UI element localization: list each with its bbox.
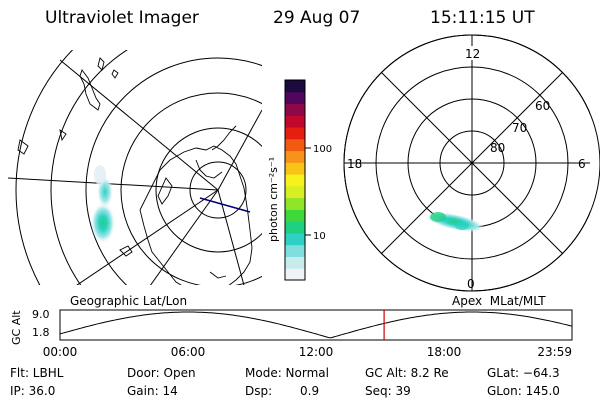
aurora-emission-mlt: [425, 211, 485, 233]
timeline-ytick-bottom: 1.8: [32, 326, 50, 339]
gc-alt-info: GC Alt: 8.2 Re: [365, 366, 449, 380]
colorbar-segment: [285, 80, 305, 93]
mlt-label-0: 0: [467, 277, 475, 291]
colorbar-segment: [285, 150, 305, 163]
timeline-xtick-0000: 00:00: [43, 345, 78, 359]
colorbar-segment: [285, 138, 305, 152]
mlt-label-6: 6: [578, 157, 586, 171]
meridian-line: [217, 109, 262, 191]
colorbar-segment: [285, 221, 305, 234]
colorbar-segment: [285, 162, 305, 175]
aurora-emission-geographic: [91, 165, 115, 243]
lat-circle: [85, 57, 262, 285]
colorbar: [285, 80, 305, 281]
colorbar-segment: [285, 103, 305, 116]
lat-circle: [50, 50, 128, 285]
image-time: 15:11:15 UT: [430, 8, 535, 28]
door-info: Door: Open: [127, 366, 196, 380]
glat-info: GLat: −64.3: [487, 366, 560, 380]
mlat-mlt-polar-plot: [343, 34, 600, 292]
mlt-label-18: 18: [347, 157, 362, 171]
colorbar-segment: [285, 91, 305, 105]
lat-label-80: 80: [490, 141, 505, 155]
coastlines: [17, 57, 253, 285]
colorbar-unit-label: photon cm⁻²s⁻¹: [267, 157, 280, 242]
colorbar-segment: [285, 209, 305, 222]
instrument-title: Ultraviolet Imager: [45, 8, 199, 28]
dsp-label: Dsp:: [245, 384, 273, 398]
colorbar-segment: [285, 185, 305, 199]
seq-info: Seq: 39: [365, 384, 411, 398]
geographic-caption: Geographic Lat/Lon: [70, 294, 188, 308]
filter-info: Flt: LBHL: [10, 366, 64, 380]
orbit-altitude-curve: [59, 311, 573, 339]
timeline-ytick-top: 9.0: [32, 308, 50, 321]
meridian-line: [150, 189, 219, 285]
colorbar-segment: [285, 268, 305, 281]
mlt-label-12: 12: [465, 47, 480, 61]
mode-info: Mode: Normal: [245, 366, 329, 380]
meridian-line: [59, 59, 219, 191]
colorbar-segment: [285, 174, 305, 187]
timeline-xtick-2359: 23:59: [537, 345, 572, 359]
colorbar-segment: [285, 256, 305, 269]
image-date: 29 Aug 07: [273, 8, 361, 28]
ip-info: IP: 36.0: [10, 384, 56, 398]
orbit-timeline-frame: [59, 309, 573, 341]
timeline-xtick-0600: 06:00: [171, 345, 206, 359]
lat-circle: [155, 127, 262, 253]
colorbar-segment: [285, 244, 305, 257]
colorbar-segment: [285, 115, 305, 128]
colorbar-tick-label-100: 100: [313, 144, 332, 155]
meridian-line: [76, 189, 219, 285]
lat-circle: [15, 50, 74, 285]
lat-label-60: 60: [535, 99, 550, 113]
dsp-value: 0.9: [300, 384, 320, 398]
timeline-ylabel: GC Alt: [10, 310, 23, 345]
lat-label-70: 70: [512, 121, 527, 135]
apex-caption: Apex MLat/MLT: [452, 294, 546, 308]
meridian-line: [8, 177, 219, 191]
colorbar-segment: [285, 197, 305, 210]
colorbar-segment: [285, 232, 305, 246]
meridian-line: [217, 189, 245, 285]
lat-circle: [120, 92, 262, 285]
mlt-line-diagonal: [381, 72, 563, 254]
timeline-xtick-1800: 18:00: [427, 345, 462, 359]
colorbar-segment: [285, 127, 305, 140]
colorbar-frame: [284, 79, 306, 281]
timeline-xtick-1200: 12:00: [299, 345, 334, 359]
lat-circle: [189, 161, 247, 219]
glon-info: GLon: 145.0: [487, 384, 560, 398]
satellite-track-line: [199, 197, 251, 213]
gain-info: Gain: 14: [127, 384, 178, 398]
colorbar-tick-label-10: 10: [313, 231, 326, 242]
